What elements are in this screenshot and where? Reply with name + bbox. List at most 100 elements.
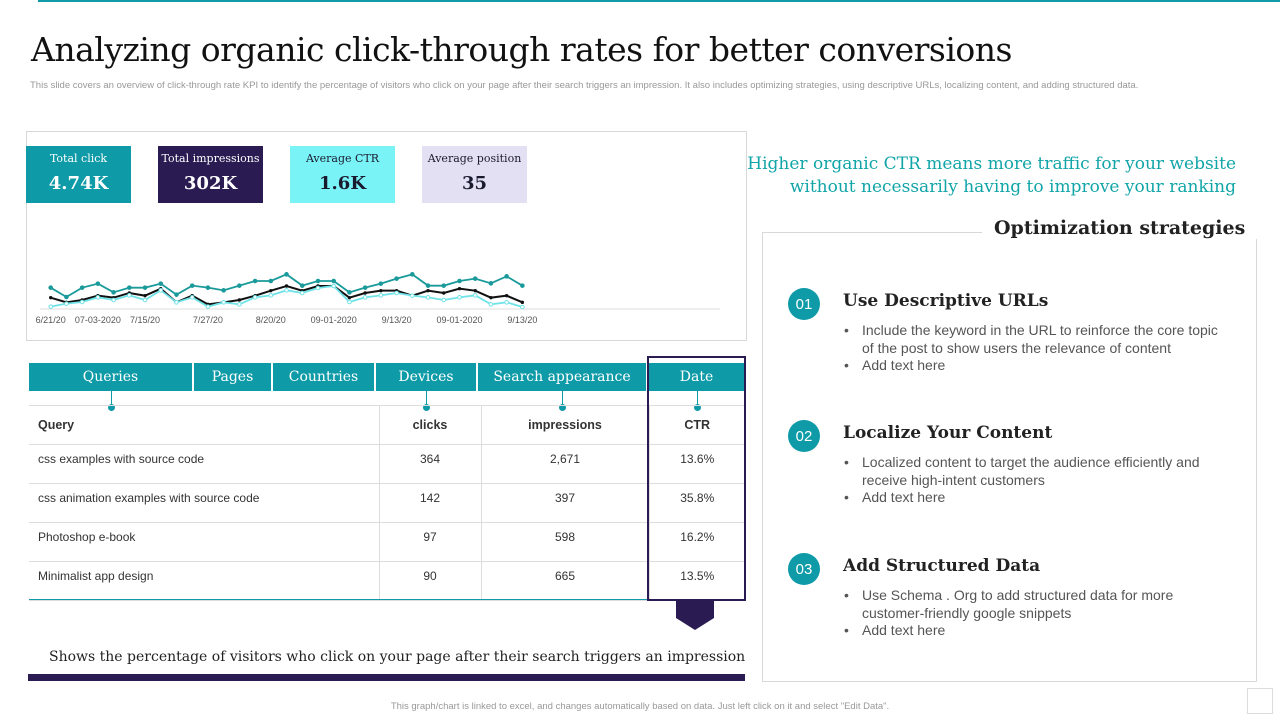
data-point bbox=[221, 288, 226, 293]
connector bbox=[562, 391, 563, 405]
page-title: Analyzing organic click-through rates fo… bbox=[31, 30, 1012, 69]
table-row[interactable]: Minimalist app design 90 665 13.5% bbox=[29, 561, 745, 601]
kpi-card: Average position 35 bbox=[422, 146, 527, 203]
kpi-card: Average CTR 1.6K bbox=[290, 146, 395, 203]
corner-box bbox=[1247, 688, 1273, 714]
data-point bbox=[363, 291, 367, 295]
data-point bbox=[48, 285, 54, 290]
data-point bbox=[299, 283, 305, 288]
column-header: CTR bbox=[648, 405, 745, 445]
data-point bbox=[143, 293, 147, 298]
data-point bbox=[504, 300, 509, 305]
bullet: Add text here bbox=[844, 489, 1224, 507]
table-cell: Minimalist app design bbox=[29, 561, 380, 601]
table-row[interactable]: css animation examples with source code 1… bbox=[29, 483, 745, 523]
tab-label: Devices bbox=[398, 369, 454, 385]
bullet: Localized content to target the audience… bbox=[844, 454, 1224, 489]
down-arrow-icon bbox=[676, 600, 714, 630]
ctr-line-chart[interactable]: 6/21/20 07-03-2020 7/15/20 7/27/20 8/20/20 09… bbox=[30, 230, 730, 330]
kpi-label: Average position bbox=[427, 152, 522, 165]
data-point bbox=[362, 295, 368, 300]
data-point bbox=[269, 288, 273, 293]
data-point bbox=[79, 299, 85, 305]
strategy-title: Use Descriptive URLs bbox=[843, 291, 1049, 311]
data-point bbox=[189, 283, 195, 288]
table-row[interactable]: Photoshop e-book 97 598 16.2% bbox=[29, 522, 745, 562]
data-point bbox=[425, 283, 431, 288]
data-point bbox=[158, 281, 164, 286]
data-point bbox=[48, 304, 54, 309]
tab-devices[interactable]: Devices bbox=[376, 363, 478, 411]
x-tick-label: 6/21/20 bbox=[36, 315, 66, 325]
data-point bbox=[237, 283, 242, 288]
table-cell: 13.6% bbox=[648, 444, 745, 484]
data-point bbox=[441, 283, 447, 288]
x-tick-label: 8/20/20 bbox=[256, 315, 286, 325]
strategy-title: Localize Your Content bbox=[843, 423, 1053, 443]
data-point bbox=[252, 295, 258, 300]
data-point bbox=[410, 272, 415, 277]
x-tick-label: 07-03-2020 bbox=[75, 315, 121, 325]
tab-pages[interactable]: Pages bbox=[194, 363, 273, 391]
kpi-card: Total impressions 302K bbox=[158, 146, 263, 203]
table-cell: 142 bbox=[378, 483, 482, 523]
table-row[interactable]: css examples with source code 364 2,671 13.… bbox=[29, 444, 745, 484]
top-accent-line bbox=[38, 0, 1280, 2]
data-point bbox=[488, 302, 494, 307]
tab-bar: Queries Pages Countries Devices Search appea… bbox=[29, 363, 745, 411]
data-point bbox=[489, 295, 493, 300]
data-point bbox=[95, 281, 101, 286]
x-tick-label: 9/13/20 bbox=[382, 315, 412, 325]
data-point bbox=[268, 293, 274, 298]
connector bbox=[426, 391, 427, 405]
column-header: clicks bbox=[378, 405, 482, 445]
strategy-number: 03 bbox=[788, 553, 820, 585]
headline: Higher organic CTR means more traffic fo… bbox=[747, 154, 1236, 197]
data-point bbox=[237, 298, 242, 302]
data-point bbox=[442, 291, 446, 295]
data-point bbox=[127, 285, 132, 290]
x-tick-label: 9/13/20 bbox=[507, 315, 537, 325]
kpi-card: Total click 4.74K bbox=[26, 146, 131, 203]
data-point bbox=[457, 295, 462, 300]
data-point bbox=[189, 295, 195, 300]
data-point bbox=[221, 300, 226, 305]
strategy-bullets: Use Schema . Org to add structured data … bbox=[844, 587, 1224, 640]
tab-countries[interactable]: Countries bbox=[273, 363, 376, 391]
kpi-label: Average CTR bbox=[305, 152, 380, 165]
data-point bbox=[237, 302, 242, 307]
kpi-label: Total click bbox=[49, 152, 108, 165]
x-tick-label: 7/15/20 bbox=[130, 315, 160, 325]
data-point bbox=[347, 295, 352, 300]
data-point bbox=[95, 295, 101, 300]
column-header: impressions bbox=[480, 405, 650, 445]
tab-search-appearance[interactable]: Search appearance bbox=[478, 363, 648, 411]
bullet: Include the keyword in the URL to reinfo… bbox=[844, 322, 1224, 357]
tab-label: Queries bbox=[82, 369, 139, 385]
table-cell: 2,671 bbox=[480, 444, 650, 484]
data-point bbox=[472, 276, 478, 281]
data-point bbox=[520, 304, 525, 310]
footer-note: This graph/chart is linked to excel, and… bbox=[390, 701, 890, 712]
data-point bbox=[473, 288, 477, 293]
data-point bbox=[410, 293, 415, 298]
tab-label: Search appearance bbox=[493, 369, 631, 385]
x-tick-label: 09-01-2020 bbox=[436, 315, 482, 325]
data-point bbox=[504, 293, 509, 298]
data-point bbox=[520, 300, 525, 305]
data-point bbox=[284, 284, 289, 288]
data-point bbox=[315, 285, 321, 291]
table-cell: 598 bbox=[480, 522, 650, 562]
data-point bbox=[299, 290, 305, 296]
data-point bbox=[205, 285, 211, 290]
table-bottom-line bbox=[29, 599, 649, 600]
bullet: Use Schema . Org to add structured data … bbox=[844, 587, 1224, 622]
data-point bbox=[441, 297, 447, 303]
kpi-value: 302K bbox=[183, 173, 238, 194]
tab-queries[interactable]: Queries bbox=[29, 363, 194, 411]
data-point bbox=[64, 294, 69, 300]
data-point bbox=[394, 276, 399, 281]
table-cell: 90 bbox=[378, 561, 482, 601]
page-subtitle: This slide covers an overview of click-t… bbox=[30, 80, 1139, 91]
bullet: Add text here bbox=[844, 357, 1224, 375]
